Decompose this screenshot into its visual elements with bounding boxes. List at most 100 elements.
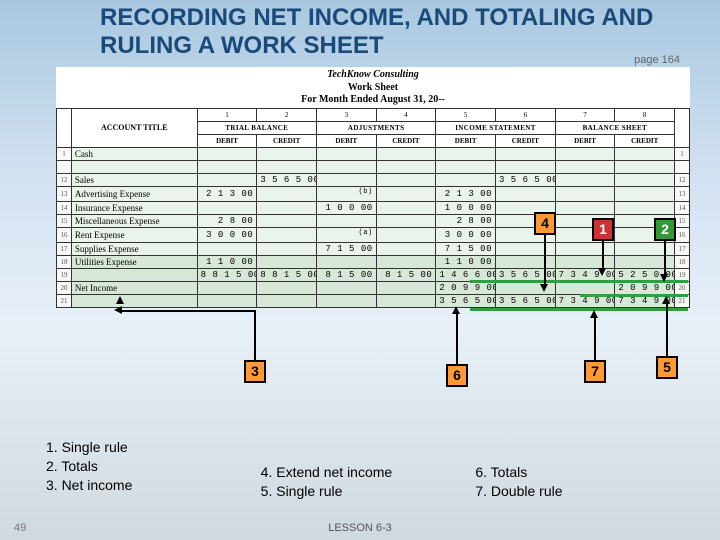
- amount-cell: [555, 160, 615, 173]
- amount-cell: 7 1 5 00: [436, 242, 496, 255]
- amount-cell: [197, 294, 257, 307]
- amount-cell: [197, 173, 257, 186]
- account-cell: Utilities Expense: [71, 255, 197, 268]
- row-num-r: [675, 160, 690, 173]
- dc-hdr: CREDIT: [496, 134, 556, 147]
- row-num-r: 14: [675, 201, 690, 214]
- row-num: 16: [57, 227, 72, 242]
- green-bar: [580, 294, 688, 297]
- amount-cell: [376, 227, 436, 242]
- colnum: 8: [615, 108, 675, 121]
- amount-cell: 8 1 5 00: [376, 268, 436, 281]
- arrow: [664, 240, 666, 276]
- arrow-head: [590, 310, 598, 318]
- colnum: 7: [555, 108, 615, 121]
- amount-cell: [257, 186, 317, 201]
- row-num: 12: [57, 173, 72, 186]
- arrow: [666, 302, 668, 356]
- amount-cell: [555, 173, 615, 186]
- row-num: 20: [57, 281, 72, 294]
- amount-cell: 3 0 0 00: [197, 227, 257, 242]
- amount-cell: [615, 186, 675, 201]
- amount-cell: [555, 147, 615, 160]
- row-num-r: 16: [675, 227, 690, 242]
- amount-cell: [376, 255, 436, 268]
- amount-cell: [197, 147, 257, 160]
- amount-cell: 2 1 3 00: [197, 186, 257, 201]
- amount-cell: [555, 201, 615, 214]
- account-cell: Sales: [71, 173, 197, 186]
- instructions-col-c: 6. Totals 7. Double rule: [475, 436, 690, 502]
- green-bar: [470, 308, 688, 311]
- section-hdr: TRIAL BALANCE: [197, 121, 316, 134]
- doc-title: Work Sheet: [56, 82, 690, 95]
- arrow: [594, 316, 596, 360]
- amount-cell: 8 8 1 5 00: [197, 268, 257, 281]
- dc-hdr: CREDIT: [615, 134, 675, 147]
- arrow: [120, 310, 256, 312]
- callout-4: 4: [534, 212, 556, 235]
- arrow-head: [116, 296, 124, 304]
- worksheet-container: TechKnow Consulting Work Sheet For Month…: [56, 67, 690, 308]
- amount-cell: [257, 147, 317, 160]
- row-num-r: 13: [675, 186, 690, 201]
- arrow: [544, 234, 546, 286]
- row-num-r: 20: [675, 281, 690, 294]
- account-cell: Advertising Expense: [71, 186, 197, 201]
- amount-cell: [496, 242, 556, 255]
- amount-cell: [555, 186, 615, 201]
- amount-cell: [316, 214, 376, 227]
- account-cell: [71, 294, 197, 307]
- amount-cell: 2 8 00: [436, 214, 496, 227]
- instruction-item: 4. Extend net income: [261, 464, 476, 480]
- amount-cell: [257, 242, 317, 255]
- amount-cell: [496, 186, 556, 201]
- amount-cell: [316, 281, 376, 294]
- amount-cell: [555, 255, 615, 268]
- instructions-col-a: 1. Single rule 2. Totals 3. Net income: [46, 436, 261, 502]
- row-num: [57, 160, 72, 173]
- amount-cell: [376, 201, 436, 214]
- amount-cell: [376, 214, 436, 227]
- amount-cell: [316, 294, 376, 307]
- instructions: 1. Single rule 2. Totals 3. Net income 4…: [46, 436, 690, 502]
- colnum: 4: [376, 108, 436, 121]
- amount-cell: 3 0 0 00: [436, 227, 496, 242]
- row-num: 21: [57, 294, 72, 307]
- instruction-item: 6. Totals: [475, 464, 690, 480]
- section-hdr: ADJUSTMENTS: [316, 121, 435, 134]
- instruction-item: 1. Single rule: [46, 439, 261, 455]
- amount-cell: [257, 255, 317, 268]
- amount-cell: [436, 173, 496, 186]
- amount-cell: [376, 242, 436, 255]
- amount-cell: (b): [316, 186, 376, 201]
- arrow-head: [662, 296, 670, 304]
- arrow: [456, 312, 458, 364]
- dc-hdr: CREDIT: [376, 134, 436, 147]
- amount-cell: 7 1 5 00: [316, 242, 376, 255]
- dc-hdr: DEBIT: [197, 134, 257, 147]
- arrow-head: [114, 306, 122, 314]
- amount-cell: [257, 294, 317, 307]
- amount-cell: [615, 201, 675, 214]
- amount-cell: 8 1 5 00: [316, 268, 376, 281]
- colnum: 1: [197, 108, 257, 121]
- amount-cell: [316, 147, 376, 160]
- arrow-head: [540, 284, 548, 292]
- row-num-r: 1: [675, 147, 690, 160]
- account-cell: Insurance Expense: [71, 201, 197, 214]
- slide-title: RECORDING NET INCOME, AND TOTALING AND R…: [0, 0, 720, 61]
- amount-cell: [615, 147, 675, 160]
- instruction-item: 7. Double rule: [475, 483, 690, 499]
- dc-hdr: DEBIT: [436, 134, 496, 147]
- account-cell: Miscellaneous Expense: [71, 214, 197, 227]
- amount-cell: 3 5 6 5 00: [496, 294, 556, 307]
- callout-7: 7: [584, 360, 606, 383]
- row-num: 18: [57, 255, 72, 268]
- instruction-item: 5. Single rule: [261, 483, 476, 499]
- page-reference: page 164: [634, 54, 680, 66]
- amount-cell: [615, 173, 675, 186]
- amount-cell: [197, 242, 257, 255]
- instructions-col-b: 4. Extend net income 5. Single rule: [261, 436, 476, 502]
- amount-cell: [257, 281, 317, 294]
